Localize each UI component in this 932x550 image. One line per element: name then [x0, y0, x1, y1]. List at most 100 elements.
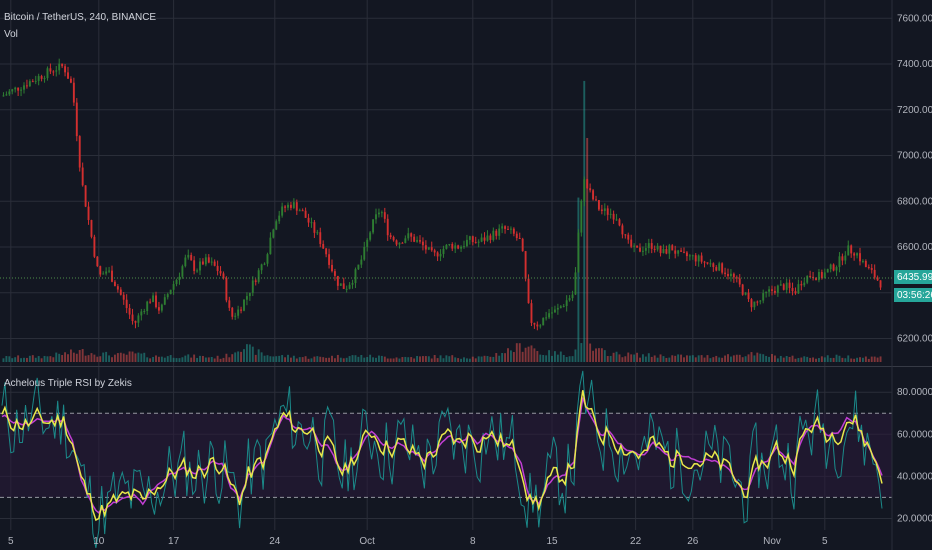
- volume-bar: [90, 353, 93, 362]
- volume-bar: [612, 352, 615, 362]
- volume-bar: [680, 354, 683, 362]
- volume-bar: [333, 358, 336, 362]
- volume-bar: [750, 352, 753, 362]
- volume-bar: [436, 358, 439, 362]
- volume-bar: [281, 355, 284, 362]
- volume-bar: [421, 356, 424, 362]
- candle-body: [639, 247, 641, 252]
- volume-bar: [454, 357, 457, 362]
- volume-bar: [160, 356, 163, 362]
- volume-bar: [204, 357, 207, 362]
- volume-bar: [565, 357, 568, 362]
- time-tick-label: 10: [93, 536, 105, 547]
- volume-bar: [310, 358, 313, 362]
- volume-bar: [856, 357, 859, 362]
- candle-body: [812, 276, 815, 279]
- candle-body: [580, 200, 583, 233]
- candle-body: [864, 260, 867, 267]
- volume-bar: [876, 357, 879, 362]
- volume-bar: [23, 357, 25, 362]
- candle-body: [867, 266, 870, 268]
- volume-bar: [820, 356, 823, 362]
- candle-body: [729, 273, 732, 277]
- volume-bar: [292, 355, 295, 362]
- candle-body: [31, 81, 34, 83]
- volume-bar: [568, 356, 571, 362]
- candle-body: [178, 276, 181, 280]
- candle-body: [738, 278, 741, 285]
- volume-bar: [404, 356, 407, 362]
- volume-bar: [586, 137, 589, 362]
- time-tick-label: 8: [470, 536, 476, 547]
- candle-body: [328, 254, 331, 265]
- candle-body: [152, 295, 155, 303]
- candle-body: [169, 289, 172, 295]
- volume-bar: [706, 355, 709, 362]
- volume-bar: [685, 355, 688, 362]
- volume-bar: [163, 357, 166, 362]
- volume-bar: [319, 356, 322, 362]
- candle-body: [850, 245, 853, 254]
- volume-bar: [304, 356, 307, 362]
- candle-body: [768, 289, 771, 292]
- candle-body: [75, 102, 78, 137]
- volume-bar: [342, 358, 345, 362]
- volume-bar: [143, 352, 146, 362]
- volume-bar: [228, 357, 231, 362]
- candle-body: [143, 311, 146, 313]
- volume-bar: [328, 357, 331, 362]
- candle-body: [474, 242, 477, 244]
- volume-bar: [301, 357, 304, 362]
- volume-bar: [354, 355, 357, 362]
- candle-body: [310, 222, 313, 224]
- candle-body: [741, 284, 744, 295]
- volume-bar: [732, 355, 735, 362]
- candle-body: [495, 230, 498, 236]
- candle-body: [93, 236, 96, 257]
- volume-bar: [627, 352, 630, 362]
- candle-body: [718, 263, 721, 271]
- candle-body: [254, 280, 257, 282]
- volume-bar: [395, 357, 398, 362]
- candle-body: [460, 246, 463, 249]
- volume-bar: [838, 355, 841, 362]
- volume-bar: [67, 354, 69, 362]
- candle-body: [134, 320, 137, 323]
- volume-bar: [515, 343, 518, 362]
- candle-body: [222, 273, 225, 279]
- candle-body: [797, 284, 800, 294]
- volume-bar: [322, 357, 325, 362]
- candle-body: [34, 80, 37, 82]
- last-price-tag: [894, 270, 932, 284]
- volume-bar: [864, 356, 867, 362]
- volume-bar: [791, 355, 794, 362]
- candle-body: [301, 210, 304, 212]
- volume-bar: [832, 357, 835, 362]
- candle-body: [69, 78, 72, 83]
- candle-body: [823, 272, 826, 278]
- price-candles: [2, 58, 882, 331]
- candle-body: [683, 251, 685, 253]
- candle-body: [559, 306, 562, 308]
- candle-body: [225, 278, 228, 301]
- candle-body: [815, 278, 817, 281]
- candle-body: [269, 237, 272, 255]
- volume-bar: [771, 354, 773, 362]
- volume-bar: [93, 354, 96, 362]
- candle-body: [292, 202, 295, 208]
- volume-bar: [847, 355, 850, 362]
- candle-body: [595, 199, 597, 201]
- volume-bar: [11, 358, 14, 362]
- candle-body: [175, 279, 178, 285]
- candle-body: [838, 256, 841, 268]
- candle-body: [243, 299, 245, 311]
- volume-bar: [562, 354, 565, 362]
- volume-bar: [140, 353, 143, 362]
- candle-body: [662, 249, 665, 254]
- candle-body: [653, 248, 656, 250]
- volume-bar: [741, 357, 744, 362]
- volume-bar: [2, 358, 5, 362]
- candle-body: [407, 233, 410, 239]
- candle-body: [43, 78, 46, 80]
